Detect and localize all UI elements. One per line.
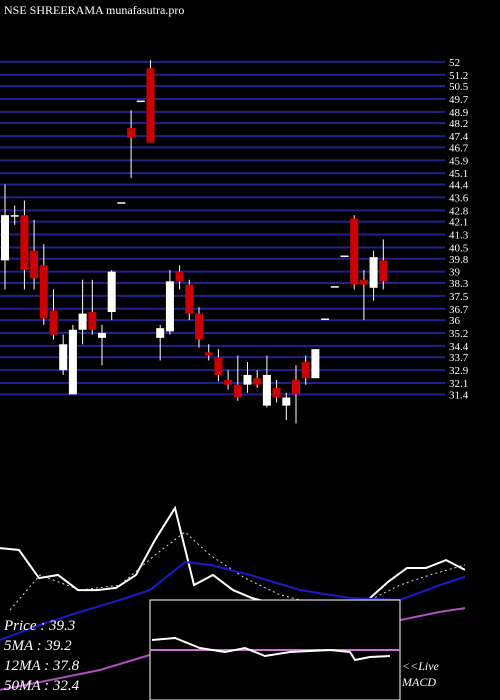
y-tick-label: 42.1 xyxy=(449,217,468,229)
y-tick-label: 31.4 xyxy=(449,389,469,401)
candle-body xyxy=(39,265,48,319)
info-line: 50MA : 32.4 xyxy=(4,678,80,694)
candle-body xyxy=(20,215,29,271)
candle-body xyxy=(301,362,310,379)
indicator-line xyxy=(0,505,466,613)
info-line: 12MA : 37.8 xyxy=(4,658,80,674)
candle-body xyxy=(379,260,388,282)
y-tick-label: 48.9 xyxy=(449,107,469,119)
y-tick-label: 51.2 xyxy=(449,70,468,82)
candle-body xyxy=(311,349,320,379)
y-tick-label: 39.8 xyxy=(449,254,469,266)
candle-body xyxy=(78,313,87,330)
y-tick-label: 37.5 xyxy=(449,291,469,303)
macd-line xyxy=(151,636,391,662)
candle-body xyxy=(224,379,233,385)
info-panel: Price : 39.3 5MA : 39.2 12MA : 37.8 50MA : … xyxy=(3,618,80,694)
candle-body xyxy=(204,352,213,356)
candle-body xyxy=(175,271,184,282)
y-tick-label: 32.1 xyxy=(449,378,468,390)
y-tick-label: 46.7 xyxy=(449,142,469,154)
y-tick-label: 45.9 xyxy=(449,155,469,167)
y-tick-label: 49.7 xyxy=(449,94,469,106)
candle-body xyxy=(30,250,39,279)
y-tick-label: 40.5 xyxy=(449,242,469,254)
live-label: <<Live xyxy=(402,659,440,673)
candle-body xyxy=(146,68,155,143)
y-tick-label: 36.7 xyxy=(449,304,469,316)
candle-body xyxy=(243,374,252,385)
candle-body xyxy=(369,257,378,288)
candle-body xyxy=(88,312,97,330)
macd-title: MACD xyxy=(401,675,436,689)
candle-body xyxy=(98,333,106,338)
candle-body xyxy=(330,286,339,288)
candle-body xyxy=(214,357,223,375)
chart-title: NSE SHREERAMA munafasutra.pro xyxy=(4,3,184,17)
candle-body xyxy=(292,379,300,395)
y-tick-label: 41.3 xyxy=(449,230,469,242)
y-tick-label: 50.5 xyxy=(449,81,469,93)
info-line: 5MA : 39.2 xyxy=(4,638,72,654)
candle-body xyxy=(117,202,126,204)
candle-body xyxy=(321,318,330,320)
y-tick-label: 33.7 xyxy=(449,352,469,364)
candle-body xyxy=(350,218,359,285)
candle-body xyxy=(10,215,19,217)
indicator-line xyxy=(9,531,466,611)
candle-body xyxy=(107,271,116,313)
candle-body xyxy=(272,387,281,398)
candle-body xyxy=(136,100,145,103)
y-tick-label: 44.4 xyxy=(449,180,469,192)
price-panel: 5251.250.549.748.948.247.446.745.945.144… xyxy=(0,57,469,424)
candle-body xyxy=(68,329,77,395)
candle-body xyxy=(156,328,165,338)
candle-body xyxy=(185,284,194,314)
candle-body xyxy=(233,384,242,398)
candle-body xyxy=(127,128,136,138)
candle-body xyxy=(253,378,262,385)
y-tick-label: 48.2 xyxy=(449,118,468,130)
y-tick-label: 45.1 xyxy=(449,168,468,180)
candle-body xyxy=(165,281,174,332)
candle-body xyxy=(1,215,9,261)
y-tick-label: 43.6 xyxy=(449,192,469,204)
y-tick-label: 39 xyxy=(449,267,461,279)
y-tick-label: 34.4 xyxy=(449,341,469,353)
y-tick-label: 47.4 xyxy=(449,131,469,143)
y-tick-label: 35.2 xyxy=(449,328,468,340)
candle-body xyxy=(340,255,349,258)
y-tick-label: 52 xyxy=(449,57,460,69)
candle-body xyxy=(262,374,271,406)
candle-body xyxy=(195,313,203,340)
candle-body xyxy=(359,279,368,285)
y-tick-label: 36 xyxy=(449,315,461,327)
candle-body xyxy=(49,310,58,335)
candle-body xyxy=(282,397,291,406)
macd-panel xyxy=(150,636,400,662)
y-tick-label: 42.8 xyxy=(449,205,469,217)
y-tick-label: 38.3 xyxy=(449,278,469,290)
y-tick-label: 32.9 xyxy=(449,365,469,377)
info-line: Price : 39.3 xyxy=(3,618,75,634)
candle-body xyxy=(59,344,68,371)
